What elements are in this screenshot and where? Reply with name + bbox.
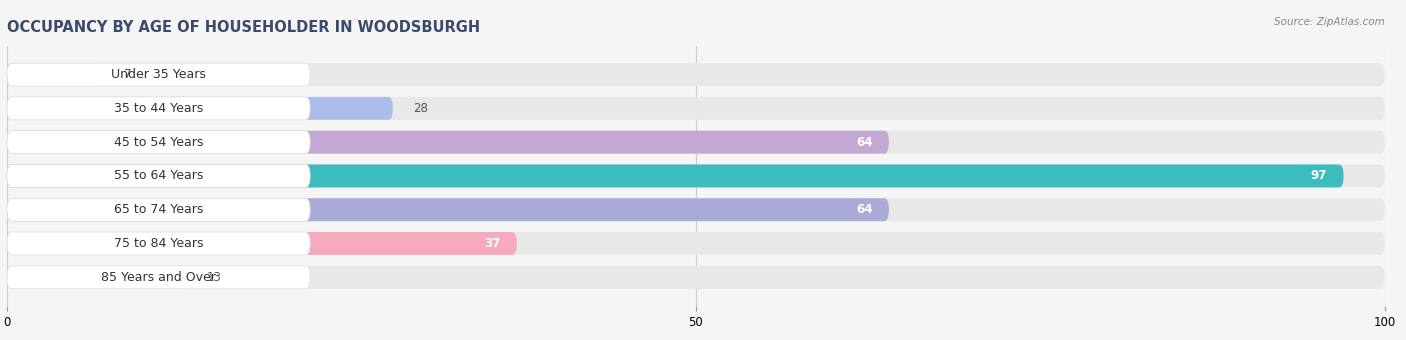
Text: 7: 7 (124, 68, 132, 81)
Text: Under 35 Years: Under 35 Years (111, 68, 207, 81)
FancyBboxPatch shape (7, 97, 311, 120)
Text: 37: 37 (484, 237, 501, 250)
FancyBboxPatch shape (7, 131, 1385, 154)
FancyBboxPatch shape (7, 266, 186, 289)
FancyBboxPatch shape (7, 97, 392, 120)
FancyBboxPatch shape (7, 63, 311, 86)
Text: 13: 13 (207, 271, 222, 284)
FancyBboxPatch shape (7, 232, 517, 255)
Text: Source: ZipAtlas.com: Source: ZipAtlas.com (1274, 17, 1385, 27)
Text: 64: 64 (856, 203, 872, 216)
Text: 65 to 74 Years: 65 to 74 Years (114, 203, 204, 216)
FancyBboxPatch shape (7, 131, 889, 154)
FancyBboxPatch shape (7, 266, 311, 289)
FancyBboxPatch shape (7, 165, 1344, 187)
Text: 75 to 84 Years: 75 to 84 Years (114, 237, 204, 250)
FancyBboxPatch shape (7, 232, 1385, 255)
FancyBboxPatch shape (7, 131, 311, 154)
Text: OCCUPANCY BY AGE OF HOUSEHOLDER IN WOODSBURGH: OCCUPANCY BY AGE OF HOUSEHOLDER IN WOODS… (7, 20, 481, 35)
Text: 55 to 64 Years: 55 to 64 Years (114, 169, 204, 183)
FancyBboxPatch shape (7, 266, 1385, 289)
FancyBboxPatch shape (7, 198, 311, 221)
FancyBboxPatch shape (7, 165, 311, 187)
Text: 35 to 44 Years: 35 to 44 Years (114, 102, 204, 115)
Text: 97: 97 (1310, 169, 1327, 183)
FancyBboxPatch shape (7, 232, 311, 255)
FancyBboxPatch shape (7, 165, 1385, 187)
Text: 45 to 54 Years: 45 to 54 Years (114, 136, 204, 149)
FancyBboxPatch shape (7, 63, 1385, 86)
FancyBboxPatch shape (7, 97, 1385, 120)
Text: 85 Years and Over: 85 Years and Over (101, 271, 217, 284)
FancyBboxPatch shape (7, 198, 1385, 221)
FancyBboxPatch shape (7, 198, 889, 221)
Text: 28: 28 (413, 102, 429, 115)
FancyBboxPatch shape (7, 63, 104, 86)
Text: 64: 64 (856, 136, 872, 149)
